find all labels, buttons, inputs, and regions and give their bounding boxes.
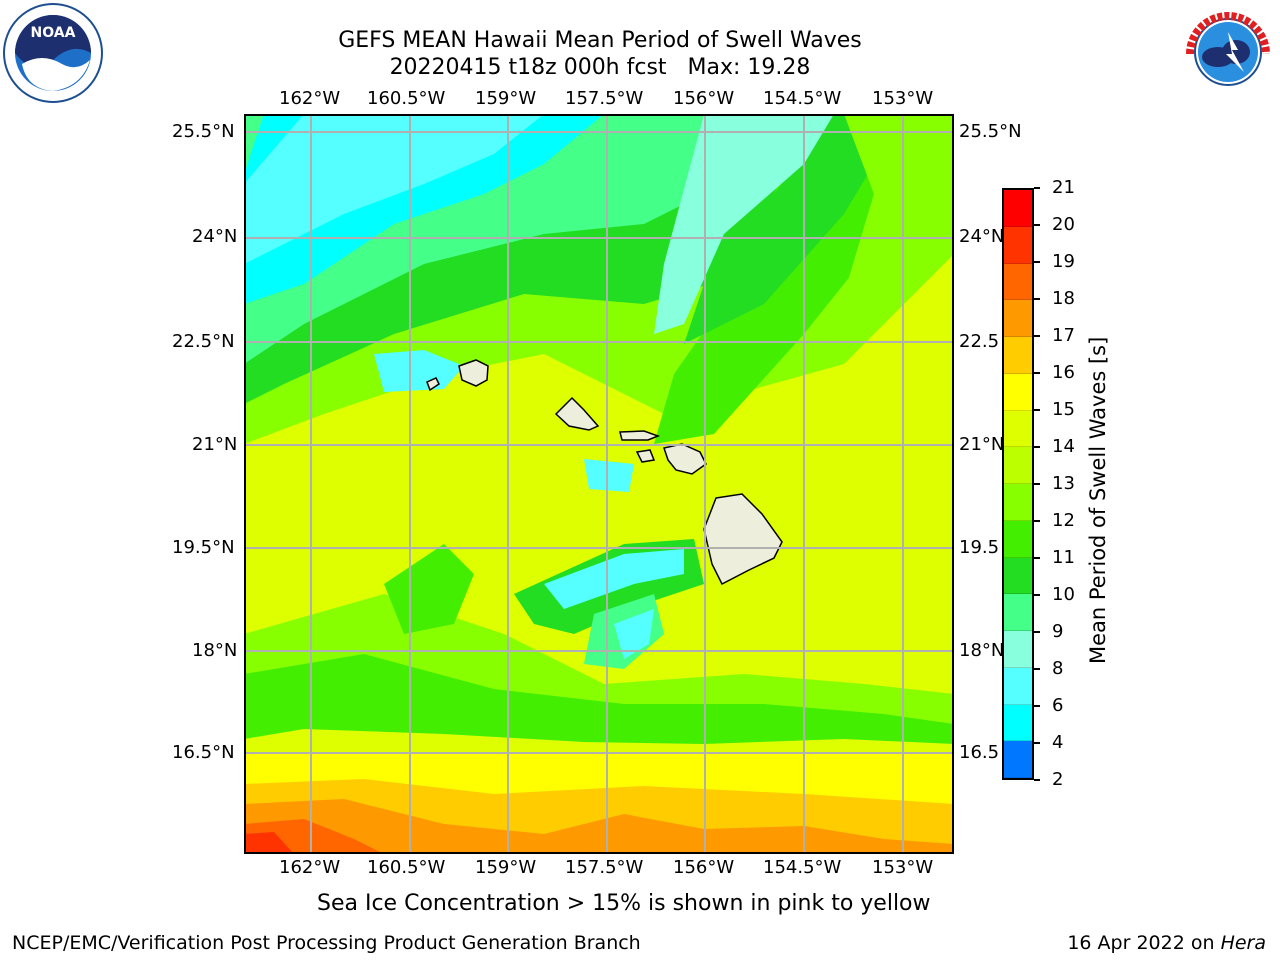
colorbar-tick-mark [1034, 594, 1040, 596]
footer-left: NCEP/EMC/Verification Post Processing Pr… [12, 932, 641, 954]
colorbar-tick-mark [1034, 742, 1040, 744]
colorbar-tick-label: 20 [1052, 214, 1075, 235]
sea-ice-note: Sea Ice Concentration > 15% is shown in … [317, 891, 931, 916]
colorbar-segment [1004, 631, 1032, 668]
colorbar-tick-mark [1034, 631, 1040, 633]
lat-label-left: 19.5°N [172, 537, 235, 558]
colorbar-segment [1004, 410, 1032, 448]
colorbar-tick-mark [1034, 224, 1040, 226]
lat-label-right: 21°N [959, 434, 1005, 455]
colorbar-tick-label: 8 [1052, 658, 1064, 679]
map-frame [244, 114, 954, 854]
colorbar-tick-mark [1034, 335, 1040, 337]
colorbar-segment [1004, 741, 1032, 778]
colorbar-tick-label: 15 [1052, 399, 1075, 420]
colorbar-tick-mark [1034, 446, 1040, 448]
lon-label-bottom: 162°W [279, 857, 341, 878]
colorbar-tick-label: 2 [1052, 769, 1064, 790]
colorbar-tick-mark [1034, 372, 1040, 374]
footer-host: Hera [1220, 932, 1266, 954]
lon-label-top: 153°W [872, 88, 934, 109]
noaa-logo: NOAA [2, 2, 104, 104]
colorbar-tick-mark [1034, 520, 1040, 522]
lat-label-left: 25.5°N [172, 121, 235, 142]
colorbar-segments [1004, 190, 1032, 778]
colorbar-segment [1004, 704, 1032, 742]
lat-label-left: 18°N [192, 640, 238, 661]
colorbar-tick-mark [1034, 668, 1040, 670]
max-label: Max: 19.28 [687, 55, 811, 80]
lon-label-bottom: 156°W [673, 857, 735, 878]
chart-title-line1: GEFS MEAN Hawaii Mean Period of Swell Wa… [338, 28, 862, 53]
lon-label-top: 156°W [673, 88, 735, 109]
lat-label-right: 19.5 [959, 537, 1000, 558]
colorbar-tick-label: 9 [1052, 621, 1064, 642]
lon-label-top: 162°W [279, 88, 341, 109]
lon-label-bottom: 154.5°W [763, 857, 842, 878]
colorbar-segment [1004, 520, 1032, 558]
colorbar-segment [1004, 484, 1032, 521]
footer-right: 16 Apr 2022 on Hera [1067, 932, 1266, 954]
colorbar-tick-mark [1034, 557, 1040, 559]
footer-date: 16 Apr 2022 on [1067, 932, 1215, 954]
nws-logo [1178, 2, 1278, 102]
lon-label-bottom: 157.5°W [565, 857, 644, 878]
lon-label-top: 154.5°W [763, 88, 842, 109]
colorbar-title: Mean Period of Swell Waves [s] [1086, 336, 1110, 664]
colorbar-tick-mark [1034, 779, 1040, 781]
colorbar-tick-label: 17 [1052, 325, 1075, 346]
colorbar-segment [1004, 337, 1032, 374]
lat-label-right: 18°N [959, 640, 1005, 661]
colorbar-tick-label: 18 [1052, 288, 1075, 309]
colorbar [1002, 188, 1034, 780]
forecast-label: 20220415 t18z 000h fcst [389, 55, 667, 80]
colorbar-tick-label: 21 [1052, 177, 1075, 198]
colorbar-tick-mark [1034, 187, 1040, 189]
lon-label-top: 160.5°W [367, 88, 446, 109]
colorbar-tick-label: 19 [1052, 251, 1075, 272]
colorbar-segment [1004, 557, 1032, 595]
colorbar-tick-mark [1034, 261, 1040, 263]
colorbar-tick-label: 10 [1052, 584, 1075, 605]
lat-label-left: 24°N [192, 226, 238, 247]
lat-label-left: 16.5°N [172, 742, 235, 763]
lon-label-bottom: 160.5°W [367, 857, 446, 878]
colorbar-tick-label: 14 [1052, 436, 1075, 457]
lon-label-bottom: 153°W [872, 857, 934, 878]
chart-title-line2: 20220415 t18z 000h fcst Max: 19.28 [0, 55, 1200, 81]
colorbar-tick-label: 6 [1052, 695, 1064, 716]
colorbar-segment [1004, 263, 1032, 301]
lon-label-top: 159°W [475, 88, 537, 109]
lat-label-right: 22.5 [959, 331, 1000, 352]
lat-label-right: 24°N [959, 226, 1005, 247]
colorbar-tick-label: 13 [1052, 473, 1075, 494]
swell-period-map [244, 114, 954, 854]
lat-label-left: 22.5°N [172, 331, 235, 352]
colorbar-tick-mark [1034, 409, 1040, 411]
colorbar-tick-label: 16 [1052, 362, 1075, 383]
colorbar-segment [1004, 190, 1032, 227]
colorbar-tick-mark [1034, 483, 1040, 485]
colorbar-tick-label: 4 [1052, 732, 1064, 753]
lat-label-right: 25.5°N [959, 121, 1022, 142]
graticule [244, 114, 954, 854]
colorbar-tick-mark [1034, 298, 1040, 300]
colorbar-ticks: 21 20 19 18 17 16 15 14 13 12 11 10 9 8 6 4 2 [1034, 177, 1098, 790]
lat-label-right: 16.5 [959, 742, 1000, 763]
colorbar-tick-label: 12 [1052, 510, 1075, 531]
colorbar-segment [1004, 226, 1032, 264]
colorbar-tick-label: 11 [1052, 547, 1075, 568]
svg-text:NOAA: NOAA [31, 25, 76, 41]
colorbar-segment [1004, 373, 1032, 411]
colorbar-tick-mark [1034, 705, 1040, 707]
lon-label-bottom: 159°W [475, 857, 537, 878]
lat-label-left: 21°N [192, 434, 238, 455]
colorbar-segment [1004, 594, 1032, 631]
colorbar-segment [1004, 667, 1032, 705]
lon-label-top: 157.5°W [565, 88, 644, 109]
colorbar-segment [1004, 447, 1032, 484]
colorbar-segment [1004, 300, 1032, 337]
